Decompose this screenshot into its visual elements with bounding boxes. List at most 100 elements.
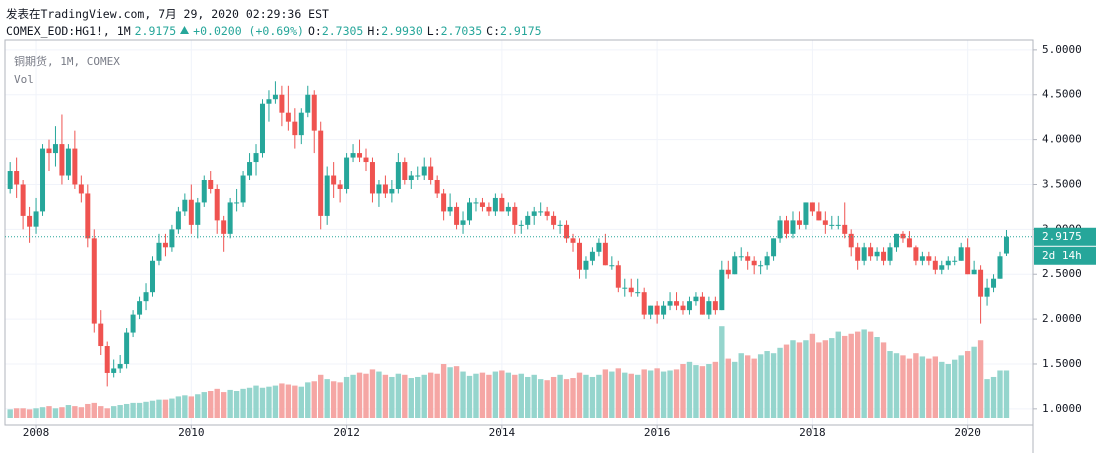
candle-body xyxy=(583,260,589,270)
volume-bar xyxy=(175,396,182,418)
volume-bar xyxy=(880,342,887,418)
candle-body xyxy=(253,153,259,163)
c: 2.9175 xyxy=(500,24,542,38)
candle-body xyxy=(395,162,401,189)
symbol: COMEX_EOD:HG1!, 1M xyxy=(6,24,131,38)
candle-body xyxy=(790,220,796,234)
volume-bar xyxy=(835,331,841,418)
volume-bar xyxy=(214,388,220,418)
candle-body xyxy=(557,224,563,226)
volume-bar xyxy=(104,408,110,418)
volume-bar xyxy=(615,368,622,418)
candle-body xyxy=(46,148,52,154)
volume-bar xyxy=(130,402,136,418)
volume-bar xyxy=(977,340,984,418)
volume-bar xyxy=(233,391,240,418)
volume-bar xyxy=(822,340,829,418)
candle-body xyxy=(932,260,938,270)
y-tick-label: 1.5000 xyxy=(1042,357,1082,370)
published: 发表在TradingView.com, 7月 29, 2020 02:29:36… xyxy=(6,7,329,21)
volume-bar xyxy=(363,373,369,418)
volume-bar xyxy=(505,372,512,418)
header-ohlc: COMEX_EOD:HG1!, 1M 2.9175 +0.0200 (+0.69%)… xyxy=(6,24,546,38)
candle-body xyxy=(648,305,654,315)
candle-body xyxy=(958,247,964,261)
candle-body xyxy=(622,287,628,289)
candle-body xyxy=(65,148,71,176)
volume-bar xyxy=(757,354,764,418)
candle-body xyxy=(913,247,919,261)
h-label: H: xyxy=(367,24,382,38)
candle-body xyxy=(919,256,925,261)
candle-body xyxy=(14,171,20,185)
x-tick-label: 2018 xyxy=(799,426,826,439)
volume-bar xyxy=(874,337,880,418)
volume-bar xyxy=(285,384,292,418)
volume-bar xyxy=(13,408,20,418)
volume-bar xyxy=(602,369,609,418)
volume-bar xyxy=(169,398,175,418)
x-tick-label: 2016 xyxy=(644,426,671,439)
candle-body xyxy=(259,103,265,154)
volume-bar xyxy=(699,366,706,418)
volume-bar xyxy=(829,338,835,418)
volume-bar xyxy=(466,375,473,418)
candle-body xyxy=(848,233,854,248)
volume-bar xyxy=(33,408,39,418)
candle-body xyxy=(137,301,143,315)
volume-bar xyxy=(589,376,596,418)
volume-bar xyxy=(919,356,926,418)
candle-body xyxy=(389,188,395,194)
candle-body xyxy=(531,211,537,216)
volume-bar xyxy=(292,385,298,418)
candle-body xyxy=(415,175,421,177)
candle-body xyxy=(91,238,97,324)
volume-bar xyxy=(195,394,201,418)
candle-body xyxy=(285,112,291,122)
volume-bar xyxy=(492,371,499,418)
volume-bar xyxy=(220,392,227,418)
volume-bar xyxy=(906,358,913,418)
volume-bar xyxy=(803,340,809,418)
volume-bar xyxy=(311,381,317,418)
candle-body xyxy=(680,305,686,311)
candle-body xyxy=(855,247,861,261)
volume-bar xyxy=(20,408,26,418)
candle-body xyxy=(816,211,822,221)
candle-body xyxy=(997,256,1003,279)
volume-bar xyxy=(279,383,285,418)
volume-bar xyxy=(59,407,65,418)
candle-body xyxy=(240,175,246,203)
candle-body xyxy=(874,251,880,257)
c-label: C: xyxy=(486,24,501,38)
candle-body xyxy=(234,202,240,204)
volume-bar xyxy=(156,399,162,418)
volume-bar xyxy=(499,370,505,418)
volume-bar xyxy=(240,388,246,418)
volume-bar xyxy=(78,407,85,418)
candle-body xyxy=(331,175,337,185)
candle-body xyxy=(667,301,673,306)
candle-body xyxy=(576,242,582,270)
candle-body xyxy=(195,202,201,225)
volume-bar xyxy=(660,371,667,418)
volume-bar xyxy=(939,361,945,418)
candle-body xyxy=(357,153,363,158)
volume-bar xyxy=(415,376,421,418)
candle-body xyxy=(460,220,466,225)
y-tick-label: 2.5000 xyxy=(1042,267,1082,280)
volume-bar xyxy=(893,353,900,418)
candle-body xyxy=(169,229,175,248)
candle-body xyxy=(887,247,893,261)
volume-bar xyxy=(537,379,544,418)
x-tick-label: 2012 xyxy=(333,426,360,439)
candle-body xyxy=(150,260,156,293)
volume-bar xyxy=(861,329,867,418)
candle-body xyxy=(674,301,680,306)
candle-body xyxy=(654,305,660,315)
volume-bar xyxy=(984,379,990,418)
candle-body xyxy=(693,296,699,302)
y-tick-label: 4.5000 xyxy=(1042,88,1082,101)
volume-bar xyxy=(764,351,770,418)
